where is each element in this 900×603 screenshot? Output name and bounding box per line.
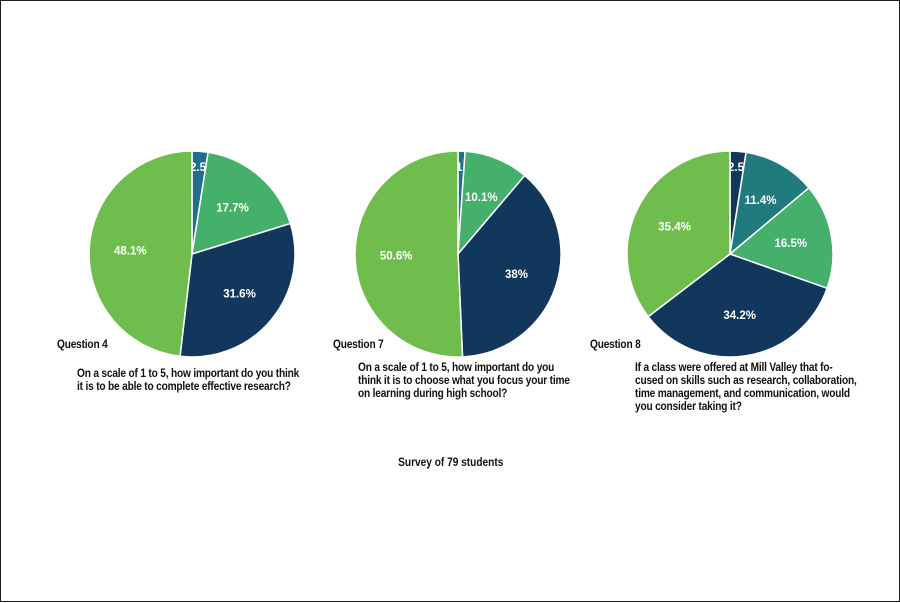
pie-slice [626,150,731,318]
pie-slice [647,253,829,358]
question-8-text: If a class were offered at Mill Valley t… [635,362,857,413]
pie-slice-label: 48.1% [114,245,147,257]
pie-slice-label: 35.4% [658,222,691,234]
question-8-label: Question 8 [590,339,641,351]
pie-slice-label: 16.5% [774,238,807,250]
pie-slice [354,150,464,358]
pie-slice-label: 50.6% [380,250,413,262]
pie-slice [179,222,296,358]
question-7-label: Question 7 [333,339,384,351]
pie-slice-label: 38% [505,269,528,281]
question-4-text: On a scale of 1 to 5, how important do y… [77,368,300,393]
survey-footer: Survey of 79 students [1,457,900,469]
pie-slice [457,174,562,358]
pie-slice-label: 34.2% [723,310,756,322]
pie-slice-label: 31.6% [223,289,256,301]
survey-footer-text: Survey of 79 students [398,457,504,469]
pie-slice [728,186,834,290]
pie-slice [728,151,811,256]
question-7-text: On a scale of 1 to 5, how important do y… [358,362,570,400]
pie-slice [191,151,292,256]
pie-slice-label: 10.1% [465,192,498,204]
pie-slice-label: 17.7% [216,202,249,214]
pie-slice [88,150,193,358]
question-4-label: Question 4 [57,339,108,351]
pie-slice-label: 11.4% [745,195,777,207]
